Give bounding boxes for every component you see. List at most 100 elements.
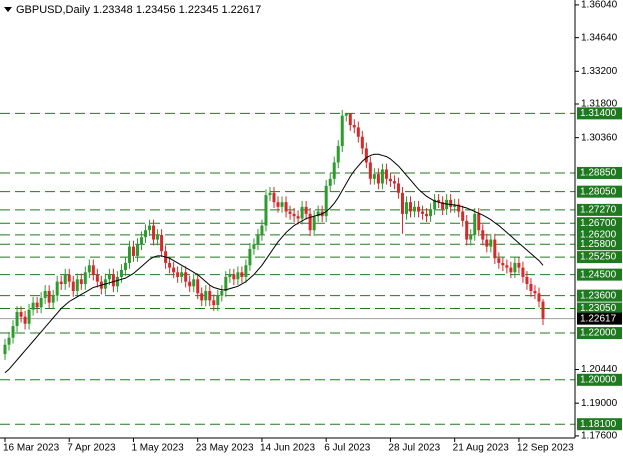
candle-body — [39, 297, 43, 308]
candle-body — [180, 272, 184, 277]
level-label: 1.28050 — [580, 186, 617, 197]
candle-body — [296, 216, 300, 219]
candle-body — [51, 295, 55, 303]
candle-body — [160, 234, 164, 252]
candle-body — [83, 272, 87, 284]
candle-body — [421, 211, 425, 214]
candle-body — [15, 312, 19, 327]
candle-body — [485, 239, 489, 247]
candle-body — [232, 274, 236, 280]
candle-body — [196, 279, 200, 294]
level-label: 1.26700 — [580, 218, 617, 229]
candle-body — [67, 274, 71, 282]
x-tick-label: 16 Mar 2023 — [3, 443, 60, 454]
candle-body — [252, 244, 256, 249]
candle-body — [244, 265, 248, 277]
candle-body — [372, 174, 376, 179]
candle-body — [216, 295, 220, 306]
level-label: 1.27270 — [580, 205, 617, 216]
chart-title: GBPUSD,Daily 1.23348 1.23456 1.22345 1.2… — [16, 4, 261, 16]
candle-body — [376, 174, 380, 184]
candle-body — [23, 316, 27, 324]
candle-body — [404, 202, 408, 214]
level-label-box — [577, 228, 622, 241]
candle-body — [7, 337, 11, 345]
candle-body — [409, 202, 413, 212]
candle-body — [19, 312, 23, 317]
candle-body — [268, 192, 272, 196]
candle-body — [135, 244, 139, 256]
candle-body — [380, 169, 384, 184]
candle-body — [449, 199, 453, 207]
candle-body — [3, 344, 7, 355]
candle-body — [188, 281, 192, 287]
candle-body — [344, 113, 348, 116]
level-label-box — [577, 418, 622, 431]
candle-body — [533, 290, 537, 294]
candle-body — [47, 290, 51, 303]
y-tick-label: 1.17600 — [581, 431, 618, 442]
level-label-box — [577, 289, 622, 302]
candle-body — [260, 225, 264, 235]
candle-body — [304, 206, 308, 214]
candle-body — [384, 169, 388, 179]
y-tick-label: 1.34640 — [581, 32, 618, 43]
level-label-box — [577, 373, 622, 386]
candle-body — [172, 267, 176, 273]
candle-body — [417, 206, 421, 212]
candle-body — [332, 162, 336, 179]
x-tick-label: 23 May 2023 — [196, 443, 254, 454]
candle-body — [43, 290, 47, 298]
candle-body — [425, 213, 429, 217]
candle-body — [505, 265, 509, 268]
level-label-box — [577, 217, 622, 230]
candle-body — [272, 192, 276, 203]
candle-body — [168, 262, 172, 268]
candle-body — [59, 281, 63, 284]
candle-body — [200, 293, 204, 301]
candle-body — [368, 162, 372, 179]
candle-body — [473, 213, 477, 235]
level-label-box — [577, 107, 622, 120]
candle-body — [529, 283, 533, 291]
level-label: 1.25250 — [580, 252, 617, 263]
candle-body — [131, 246, 135, 256]
candle-body — [204, 290, 208, 301]
candle-body — [148, 225, 152, 231]
candle-body — [469, 234, 473, 240]
candle-body — [461, 211, 465, 221]
candle-body — [501, 262, 505, 266]
candle-body — [308, 213, 312, 231]
x-tick-label: 14 Jun 2023 — [260, 443, 315, 454]
candle-body — [144, 230, 148, 238]
candle-body — [396, 183, 400, 193]
candle-body — [400, 192, 404, 214]
candle-body — [348, 113, 352, 126]
candle-body — [336, 146, 340, 163]
level-label-box — [577, 203, 622, 216]
candle-body — [316, 211, 320, 217]
candle-body — [477, 213, 481, 231]
candle-body — [388, 178, 392, 182]
candle-body — [429, 209, 433, 217]
current-price-box — [577, 312, 622, 325]
candle-body — [457, 204, 461, 212]
candle-body — [517, 262, 521, 268]
candle-body — [284, 202, 288, 212]
candle-body — [328, 178, 332, 186]
candle-layer — [3, 109, 545, 374]
candle-body — [55, 281, 59, 296]
candle-body — [364, 148, 368, 163]
candle-body — [95, 274, 99, 282]
candle-body — [288, 211, 292, 214]
candle-body — [292, 213, 296, 217]
candle-body — [360, 136, 364, 149]
menu-triangle — [4, 7, 12, 12]
level-label: 1.28850 — [580, 168, 617, 179]
candle-body — [340, 115, 344, 147]
candle-body — [192, 279, 196, 287]
x-tick-label: 21 Aug 2023 — [453, 443, 510, 454]
level-label: 1.25800 — [580, 239, 617, 250]
